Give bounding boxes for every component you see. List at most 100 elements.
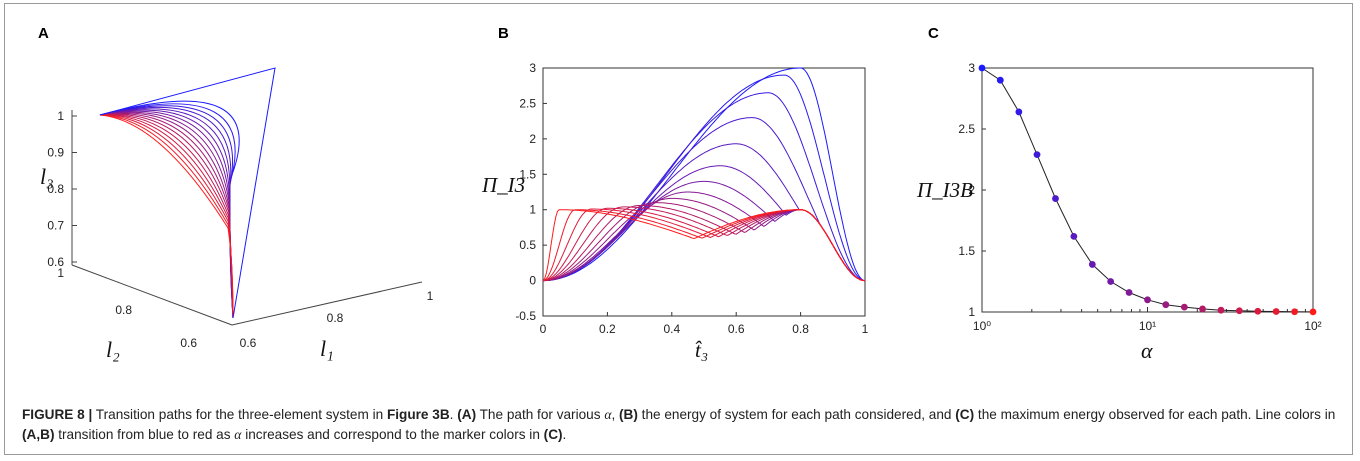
panel-c-marker [1033,151,1041,159]
panel-b-axes-box [542,67,866,317]
panel-c-marker [1309,308,1317,316]
panel-b-series-line [542,191,866,282]
panel-a-y-label: l₂ [106,337,120,362]
panel-c-marker [1272,308,1280,315]
panel-a-z-tick-label: 1 [57,109,64,123]
panel-a-y-axis [71,264,233,326]
panel-c-axes-box [981,67,1314,313]
panel-c-marker [1015,108,1023,116]
panel-b-series-line [542,165,866,282]
caption-panel-a: (A) [457,407,477,422]
panel-c-x-tick-label: 10⁰ [973,319,991,333]
panel-c-x-tick-label: 10² [1304,319,1321,333]
panel-b-y-tick-label: 3 [529,61,536,75]
figure-caption: FIGURE 8 | Transition paths for the thre… [22,405,1340,444]
caption-text-6: the maximum energy observed for each pat… [974,407,1336,422]
panel-b-y-tick-label: -0.5 [515,309,536,323]
figure-frame [4,3,1353,455]
panel-a-3d-plot: 0.60.70.80.910.60.810.60.81 l₃ l₂ l₁ [40,67,434,362]
panel-b-y-tick-label: 1 [529,203,536,217]
panel-c-y-label: Π_I3B [916,178,973,202]
panel-b-x-tick-label: 1 [862,322,869,336]
panel-c-marker [1088,261,1096,268]
panel-a-x-tick-label: 0.8 [327,311,344,325]
panel-b-y-label: Π_I3 [481,173,525,197]
panel-c-marker [1199,305,1206,313]
panel-c-curve [981,67,1314,313]
caption-panel-c-2: (C) [543,426,563,442]
panel-c-y-tick-label: 3 [968,61,975,75]
panel-a-x-label: l₁ [320,336,334,361]
panel-c-marker [1070,232,1078,240]
panel-c-marker [1162,301,1170,309]
panel-c-scatter-chart: 10⁰ 10¹ 10² 1 1.5 2 2.5 3 Π_I3B α [916,61,1322,363]
caption-panel-b: (B) [619,407,638,422]
caption-text-7: transition from blue to red as [54,426,235,442]
panel-a-y-tick-label: 0.6 [180,336,197,350]
panel-c-marker [1180,303,1188,311]
panel-b-series-line [542,117,866,282]
panel-b-y-tick-label: 0.5 [519,238,536,252]
panel-b-series-line [542,92,866,282]
caption-text-2: . [449,407,458,422]
caption-panel-c: (C) [955,407,975,422]
panel-a-z-label: l₃ [40,164,54,189]
panel-b-x-label: t̂₃ [695,338,708,362]
panel-b-x-tick-label: 0.2 [599,322,616,336]
panel-c-x-label: α [1141,338,1153,363]
figure-svg: A B C 0.60.70.80.910.60.810.60.81 l₃ l₂ … [38,25,1322,363]
caption-text-1: Transition paths for the three-element s… [92,407,387,422]
panel-b-y-tick-label: 0 [529,274,536,288]
panel-c-marker [978,64,986,72]
caption-text-9: . [562,426,567,442]
panel-c-x-tick-label: 10¹ [1139,319,1156,333]
panel-a-z-tick-label: 0.9 [47,146,64,160]
panel-c-marker [1107,278,1115,285]
panel-c-marker [1217,306,1225,314]
panel-a-z-tick-label: 0.6 [47,255,64,269]
panel-letter-a: A [38,25,49,42]
caption-text-4: , [611,407,620,422]
panel-a-path [99,109,234,319]
panel-a-x-tick-label: 0.6 [240,336,257,350]
panel-b-series-line [542,202,866,282]
caption-text-5: the energy of system for each path consi… [637,407,956,422]
panel-c-y-tick-label: 1 [968,305,975,319]
panel-c-marker [1291,308,1298,316]
panel-c-marker [996,76,1004,84]
panel-a-x-axis [231,281,423,326]
panel-a-y-tick-label: 0.8 [115,303,132,317]
panel-c-y-tick-label: 2 [968,183,975,197]
panel-b-line-chart: 0 0.2 0.4 0.6 0.8 1 -0.5 0 0.5 1 1.5 2 2.5 3 Π_I3 t̂₃ [481,61,869,362]
caption-label: FIGURE 8 | [22,407,93,422]
caption-text-3: The path for various [476,407,605,422]
caption-text-8: increases and correspond to the marker c… [241,426,544,442]
panel-a-path [99,111,234,319]
panel-b-y-tick-label: 2.5 [519,96,536,110]
panel-a-x-tick-label: 1 [427,289,434,303]
panel-a-path [99,114,234,319]
panel-a-y-tick-label: 1 [57,266,64,280]
panel-letter-c: C [928,25,939,42]
panel-c-marker [1052,195,1059,202]
panel-letter-b: B [498,25,509,42]
panel-b-series-line [542,209,866,282]
caption-panel-ab: (A,B) [22,426,55,442]
panel-c-marker [1254,307,1262,315]
panel-b-x-tick-label: 0.8 [792,322,809,336]
panel-c-marker [1235,307,1243,315]
caption-alpha-2: α [234,426,242,442]
panel-c-y-tick-label: 2.5 [958,122,975,136]
panel-a-path [99,110,234,319]
panel-c-marker [1125,289,1133,296]
panel-b-x-tick-label: 0.6 [728,322,745,336]
panel-b-x-tick-label: 0.4 [663,322,680,336]
panel-c-marker [1144,296,1151,304]
panel-a-z-tick-label: 0.7 [47,219,64,233]
caption-ref-figure[interactable]: Figure 3B [386,407,450,422]
panel-b-series-line [543,67,866,282]
caption-alpha-1: α [604,407,612,422]
panel-c-y-tick-label: 1.5 [958,244,975,258]
panel-a-z-tick-label: 0.8 [47,182,64,196]
panel-b-x-tick-label: 0 [540,322,547,336]
